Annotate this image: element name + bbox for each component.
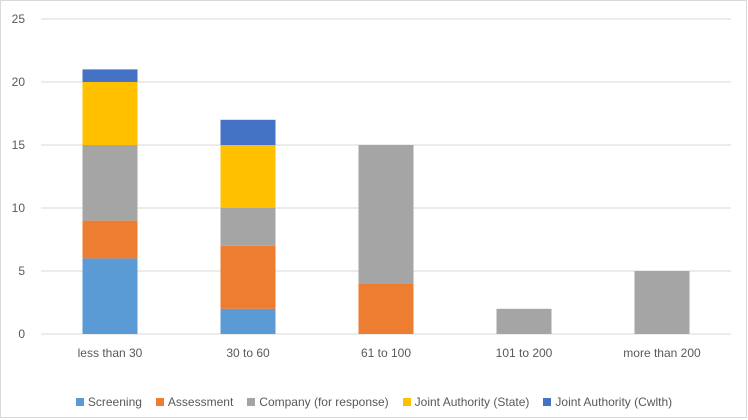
bar-segment <box>82 69 138 82</box>
legend-label: Joint Authority (State) <box>414 395 530 409</box>
legend-item: Screening <box>75 395 142 409</box>
bar-segment <box>634 271 690 334</box>
bar-segment <box>220 145 276 208</box>
bar-segment <box>220 208 276 246</box>
legend-swatch <box>543 398 552 406</box>
x-axis-ticks: less than 30 30 to 60 61 to 100 101 to 200 m… <box>78 346 701 360</box>
y-tick-label: 15 <box>12 138 26 152</box>
y-tick-label: 10 <box>12 201 26 215</box>
y-axis-ticks: 0 5 10 15 20 25 <box>12 12 26 341</box>
legend-swatch <box>75 398 84 406</box>
legend-item: Assessment <box>155 395 234 409</box>
bar-segment <box>82 258 138 334</box>
legend: Screening Assessment Company (for response… <box>0 393 748 411</box>
x-tick-label: more than 200 <box>623 346 701 360</box>
legend-item: Company (for response) <box>247 395 389 409</box>
y-tick-label: 5 <box>18 264 25 278</box>
bar-segment <box>220 119 276 145</box>
y-tick-label: 25 <box>12 12 26 26</box>
bar-segment <box>358 145 414 284</box>
legend-label: Company (for response) <box>259 395 389 409</box>
bar-segment <box>358 283 414 334</box>
bar-segment <box>496 308 552 334</box>
y-tick-label: 20 <box>12 75 26 89</box>
x-tick-label: 61 to 100 <box>361 346 411 360</box>
legend-swatch <box>155 398 164 406</box>
bar-segment <box>82 220 138 259</box>
bar-segment <box>220 308 276 334</box>
legend-label: Assessment <box>167 395 234 409</box>
bars <box>82 69 690 334</box>
bar-segment <box>82 145 138 221</box>
x-tick-label: 30 to 60 <box>226 346 270 360</box>
x-tick-label: 101 to 200 <box>496 346 553 360</box>
bar-segment <box>220 245 276 309</box>
bar-segment <box>82 82 138 145</box>
y-tick-label: 0 <box>18 327 25 341</box>
legend-item: Joint Authority (Cwlth) <box>543 395 672 409</box>
legend-item: Joint Authority (State) <box>402 395 530 409</box>
legend-label: Joint Authority (Cwlth) <box>555 395 673 409</box>
legend-label: Screening <box>87 395 142 409</box>
legend-swatch <box>247 398 256 406</box>
legend-swatch <box>402 398 411 406</box>
x-tick-label: less than 30 <box>78 346 143 360</box>
